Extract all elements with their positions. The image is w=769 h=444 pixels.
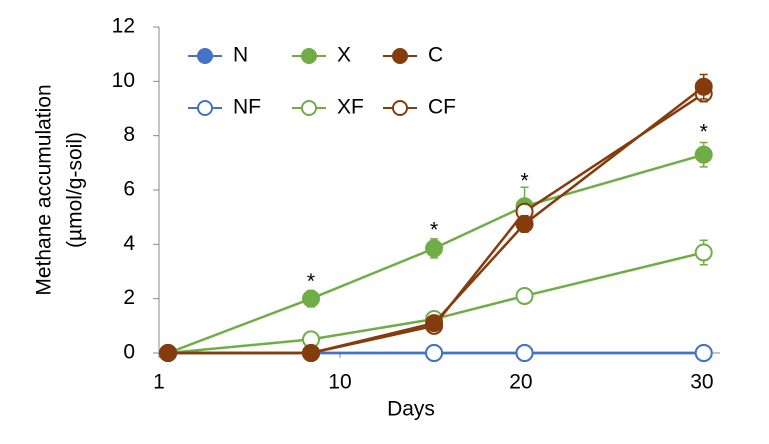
legend-marker	[392, 48, 408, 64]
legend-marker	[197, 48, 213, 64]
x-tick-label: 20	[509, 371, 532, 394]
marker	[302, 289, 321, 308]
annotation: *	[307, 270, 315, 293]
y-tick-label: 12	[112, 15, 135, 38]
y-axis-label: (µmol/g-soil)	[64, 132, 87, 248]
marker	[425, 344, 444, 362]
legend-label: C	[428, 44, 443, 67]
x-tick-label: 1	[153, 371, 165, 394]
marker	[515, 286, 534, 305]
annotation: *	[700, 120, 708, 143]
legend-label: CF	[428, 96, 456, 119]
marker	[694, 344, 713, 362]
annotation: *	[520, 169, 528, 192]
y-tick-label: 0	[123, 341, 135, 364]
marker	[694, 77, 713, 96]
y-axis-label: Methane accumulation	[33, 84, 56, 295]
legend-marker	[197, 100, 213, 116]
marker	[694, 145, 713, 164]
legend-marker	[301, 100, 317, 116]
y-tick-label: 8	[123, 123, 135, 146]
legend-marker	[301, 48, 317, 64]
y-tick-label: 6	[123, 178, 135, 201]
marker	[425, 239, 444, 258]
y-tick-label: 2	[123, 286, 135, 309]
y-tick-label: 10	[112, 69, 135, 92]
marker	[425, 314, 444, 333]
legend-label: NF	[233, 96, 261, 119]
legend-label: N	[233, 44, 248, 67]
legend-label: X	[337, 44, 351, 67]
x-axis-label: Days	[387, 398, 435, 421]
x-tick-label: 10	[328, 371, 351, 394]
marker	[302, 344, 321, 362]
annotation: *	[430, 218, 438, 241]
marker	[515, 344, 534, 362]
series-line	[167, 251, 705, 355]
marker	[159, 344, 178, 362]
x-tick-label: 30	[690, 371, 713, 394]
legend-marker	[392, 100, 408, 116]
legend-label: XF	[337, 96, 364, 119]
marker	[515, 214, 534, 233]
y-tick-label: 4	[123, 232, 135, 255]
marker	[694, 243, 713, 262]
